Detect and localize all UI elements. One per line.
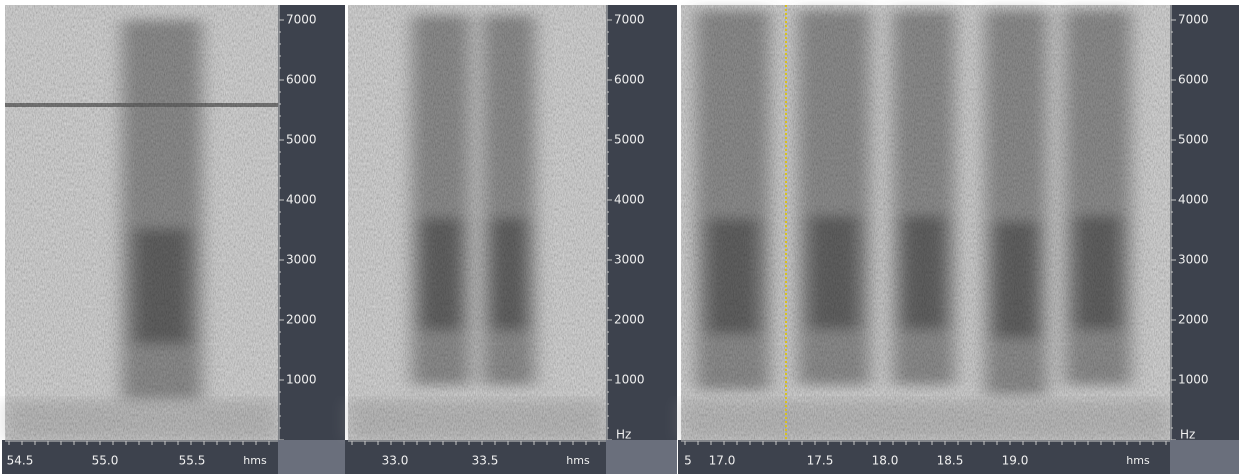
frequency-axis [606, 5, 677, 440]
time-label: 55.0 [92, 454, 119, 468]
time-label: 54.5 [7, 454, 34, 468]
corner-box [606, 440, 677, 474]
frequency-label: 1000 [286, 373, 317, 387]
spectrogram-noise [348, 5, 606, 440]
frequency-label: 7000 [614, 13, 645, 27]
spectrogram-panel: 7000 6000 5000 4000 3000 2000 1000 Hz 33.0 33.5 hm… [345, 5, 677, 474]
frequency-label: 2000 [286, 313, 317, 327]
time-label: 18.5 [937, 454, 964, 468]
spectrogram-noise [681, 5, 1170, 440]
spectrogram-noise [5, 5, 278, 440]
time-axis [678, 440, 1170, 474]
frequency-label: 6000 [1178, 73, 1209, 87]
frequency-label: 3000 [614, 253, 645, 267]
frequency-label: 2000 [1178, 313, 1209, 327]
frequency-label: 7000 [286, 13, 317, 27]
frequency-label: 7000 [1178, 13, 1209, 27]
time-label: 17.0 [709, 454, 736, 468]
time-label: 5 [684, 454, 692, 468]
time-label: 55.5 [179, 454, 206, 468]
frequency-label: 4000 [286, 193, 317, 207]
time-unit: hms [1126, 454, 1150, 467]
frequency-label: 1000 [1178, 373, 1209, 387]
time-label: 33.0 [382, 454, 409, 468]
frequency-label: 1000 [614, 373, 645, 387]
time-axis [2, 440, 278, 474]
frequency-unit: Hz [1180, 428, 1195, 442]
frequency-axis [278, 5, 345, 440]
frequency-label: 5000 [286, 133, 317, 147]
frequency-label: 3000 [286, 253, 317, 267]
frequency-axis [1170, 5, 1239, 440]
frequency-label: 2000 [614, 313, 645, 327]
time-label: 19.0 [1002, 454, 1029, 468]
corner-box [1170, 440, 1239, 474]
frequency-label: 4000 [1178, 193, 1209, 207]
frequency-unit: Hz [616, 428, 631, 442]
time-unit: hms [243, 454, 267, 467]
frequency-label: 4000 [614, 193, 645, 207]
time-axis [345, 440, 606, 474]
time-label: 33.5 [472, 454, 499, 468]
frequency-label: 6000 [286, 73, 317, 87]
frequency-label: 5000 [614, 133, 645, 147]
time-label: 18.0 [872, 454, 899, 468]
frequency-label: 6000 [614, 73, 645, 87]
frequency-label: 3000 [1178, 253, 1209, 267]
panels: 7000 6000 5000 4000 3000 2000 1000 54.5 55.0 55.5… [2, 5, 1239, 474]
corner-box [278, 440, 345, 474]
frequency-label: 5000 [1178, 133, 1209, 147]
time-label: 17.5 [807, 454, 834, 468]
spectrogram-panel: 7000 6000 5000 4000 3000 2000 1000 54.5 55.0 55.5… [2, 5, 345, 474]
spectrogram-panel: 7000 6000 5000 4000 3000 2000 1000 Hz 5 17.0 17.5 1… [678, 5, 1239, 474]
time-unit: hms [566, 454, 590, 467]
